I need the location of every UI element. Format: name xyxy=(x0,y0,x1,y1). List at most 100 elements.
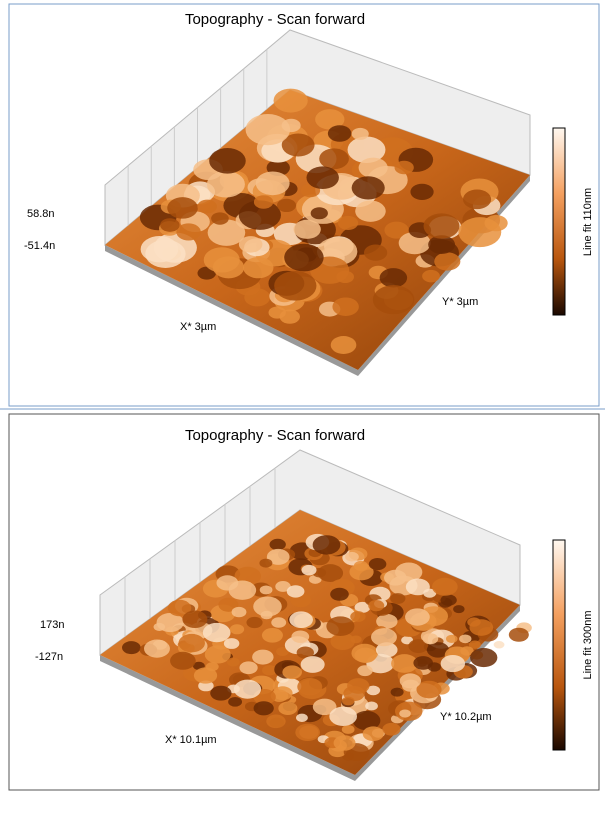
surface-bump xyxy=(254,195,273,209)
surface-bump xyxy=(287,585,305,597)
surface-bump xyxy=(326,616,354,636)
surface-bump xyxy=(390,593,405,604)
surface-bump xyxy=(395,161,414,175)
surface-bump xyxy=(380,268,408,287)
surface-bump xyxy=(463,190,491,210)
panel-title: Topography - Scan forward xyxy=(185,11,365,28)
z-min-label: -51.4n xyxy=(24,240,55,252)
screenshot: Topography - Scan forward 58.8n -51.4n X… xyxy=(0,0,605,818)
surface-bump xyxy=(232,607,247,617)
surface-bump xyxy=(122,641,141,654)
surface-bump xyxy=(230,624,244,634)
surface-bump xyxy=(246,114,291,145)
surface-bump xyxy=(357,665,373,676)
surface-bump xyxy=(410,184,433,200)
surface-bump xyxy=(453,605,464,613)
surface-bump xyxy=(254,701,274,715)
surface-bump xyxy=(313,535,341,554)
surface-bump xyxy=(291,630,309,642)
surface-bump xyxy=(197,200,217,214)
surface-bump xyxy=(141,236,179,262)
surface-bump xyxy=(253,597,282,617)
surface-bump xyxy=(432,578,458,596)
surface-bump xyxy=(227,658,240,667)
surface-bump xyxy=(239,236,263,253)
surface-bump xyxy=(441,655,465,672)
surface-bump xyxy=(229,581,257,600)
surface-bump xyxy=(352,176,385,199)
surface-bump xyxy=(293,220,320,239)
surface-bump xyxy=(334,735,356,750)
surface-bump xyxy=(297,678,322,695)
surface-bump xyxy=(373,285,415,314)
surface-bump xyxy=(352,128,369,140)
surface-bump xyxy=(494,641,505,649)
z-max-label: 58.8n xyxy=(27,208,55,220)
surface-bump xyxy=(319,148,349,169)
colorbar xyxy=(553,128,565,315)
surface-bump xyxy=(329,707,357,726)
surface-bump xyxy=(331,336,357,354)
z-max-label: 173n xyxy=(40,619,64,631)
surface-bump xyxy=(284,244,323,272)
surface-bump xyxy=(306,166,338,189)
surface-bump xyxy=(342,725,355,734)
surface-bump xyxy=(270,539,286,550)
surface-bump xyxy=(355,200,386,221)
z-min-label: -127n xyxy=(35,651,63,663)
surface-bump xyxy=(342,697,355,706)
surface-bump xyxy=(211,212,229,224)
surface-bump xyxy=(405,608,430,625)
surface-bump xyxy=(224,638,239,649)
surface-bump xyxy=(280,309,300,323)
surface-bump xyxy=(256,171,290,195)
surface-bump xyxy=(382,723,400,736)
surface-bump xyxy=(182,611,207,629)
surface-bump xyxy=(176,223,201,240)
surface-bump xyxy=(446,635,458,643)
y-axis-label: Y* 3µm xyxy=(442,296,478,308)
surface-bump xyxy=(274,271,316,301)
surface-bump xyxy=(423,213,459,238)
surface-bump xyxy=(234,680,261,699)
x-axis-label: X* 10.1µm xyxy=(165,734,217,746)
surface-bump xyxy=(365,702,378,711)
surface-bump xyxy=(302,565,317,575)
y-axis-label: Y* 10.2µm xyxy=(440,711,492,723)
surface-bump xyxy=(262,628,283,643)
surface-bump xyxy=(345,552,359,562)
surface-bump xyxy=(350,611,365,622)
surface-bump xyxy=(178,634,204,653)
surface-bump xyxy=(434,252,460,270)
surface-bump xyxy=(295,724,320,741)
surface-bump xyxy=(246,617,262,628)
surface-bump xyxy=(228,697,242,707)
surface-bump xyxy=(271,617,286,627)
surface-bump xyxy=(260,585,273,594)
surface-bump xyxy=(413,656,433,670)
surface-bump xyxy=(459,635,471,644)
surface-bump xyxy=(266,715,285,729)
colorbar-label: Line fit 300nm xyxy=(582,610,594,679)
surface-bump xyxy=(384,570,407,586)
surface-bump xyxy=(441,594,457,605)
surface-bump xyxy=(160,218,179,232)
surface-bump xyxy=(423,633,439,644)
panel-title: Topography - Scan forward xyxy=(185,427,365,444)
surface-bump xyxy=(351,635,362,643)
surface-bump xyxy=(364,244,387,260)
surface-bump xyxy=(144,640,170,658)
surface-bump xyxy=(301,656,325,673)
surface-bump xyxy=(347,678,369,694)
surface-bump xyxy=(363,726,384,741)
surface-bump xyxy=(274,89,308,113)
surface-bump xyxy=(210,686,231,701)
surface-bump xyxy=(203,623,231,642)
colorbar xyxy=(553,540,565,750)
x-axis-label: X* 3µm xyxy=(180,321,216,333)
surface-bump xyxy=(400,673,421,688)
surface-bump xyxy=(296,714,308,722)
surface-bump xyxy=(239,661,257,674)
surface-bump xyxy=(277,199,296,212)
surface-bump xyxy=(209,148,246,174)
